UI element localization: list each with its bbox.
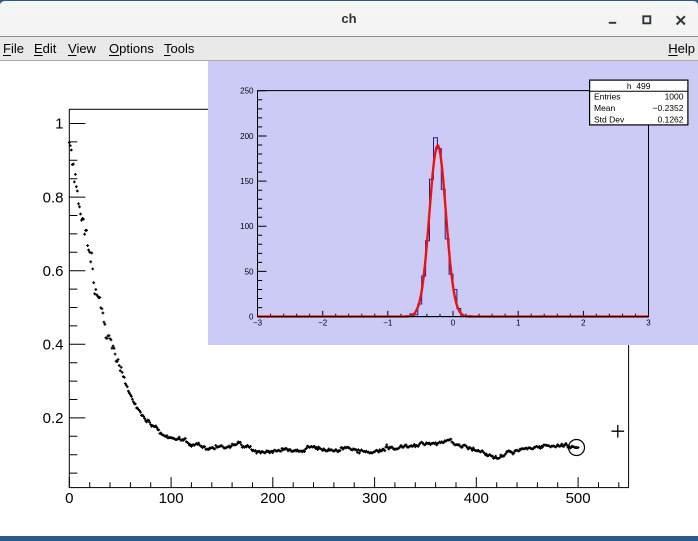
svg-text:400: 400 [464,490,489,507]
svg-text:0.4: 0.4 [43,337,64,354]
svg-text:1000: 1000 [665,92,684,102]
svg-text:150: 150 [240,177,254,186]
svg-text:−0.2352: −0.2352 [653,103,684,113]
svg-text:100: 100 [159,490,184,507]
svg-text:200: 200 [260,490,285,507]
svg-text:50: 50 [245,267,254,276]
svg-text:Std Dev: Std Dev [594,114,625,124]
svg-text:0.6: 0.6 [43,263,64,280]
svg-text:100: 100 [240,222,254,231]
svg-text:Mean: Mean [594,103,616,113]
svg-text:300: 300 [362,490,387,507]
svg-text:200: 200 [240,132,254,141]
svg-text:2: 2 [581,319,586,328]
svg-text:3: 3 [646,319,651,328]
svg-text:0: 0 [249,313,254,322]
svg-text:h 499: h 499 [627,81,651,91]
svg-text:0.1262: 0.1262 [658,114,684,124]
svg-text:0: 0 [451,319,456,328]
svg-text:1: 1 [55,116,63,133]
svg-text:250: 250 [240,87,254,96]
svg-text:0.8: 0.8 [43,189,64,206]
svg-text:0.2: 0.2 [43,410,64,427]
svg-text:Entries: Entries [594,92,620,102]
svg-text:0: 0 [65,490,73,507]
svg-text:−2: −2 [318,319,328,328]
svg-text:1: 1 [516,319,521,328]
svg-text:−3: −3 [253,319,263,328]
svg-text:−1: −1 [383,319,393,328]
svg-text:500: 500 [566,490,591,507]
